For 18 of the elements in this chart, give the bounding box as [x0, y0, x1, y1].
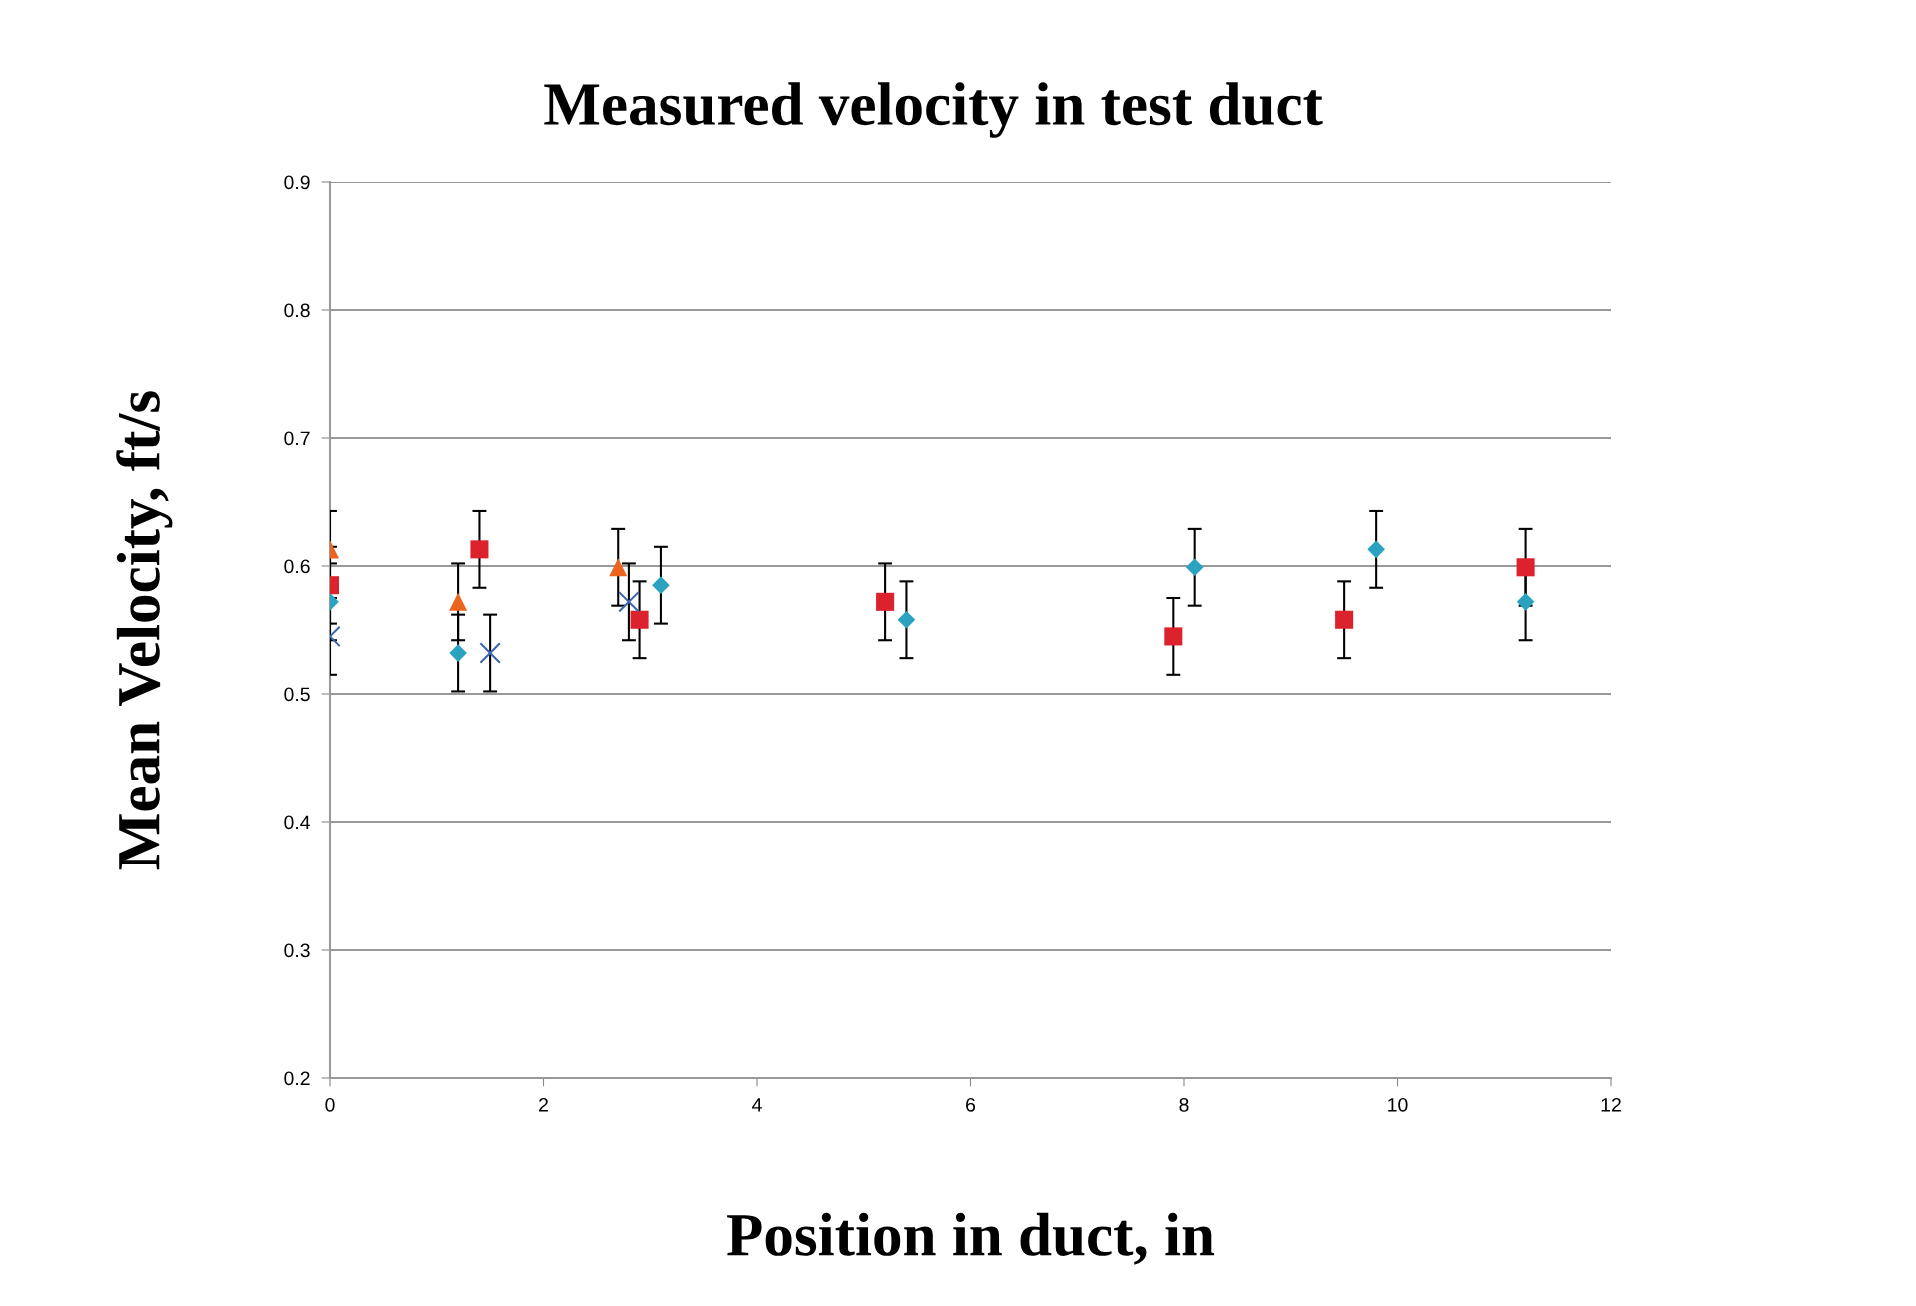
- chart-title: Measured velocity in test duct: [544, 82, 1323, 138]
- x-axis-title: Position in duct, in: [727, 1212, 1215, 1265]
- x-tick-label: 8: [1179, 1097, 1189, 1112]
- x-tick-label: 10: [1388, 1097, 1408, 1112]
- x-tick-label: 12: [1601, 1097, 1621, 1112]
- y-tick-label: 0.6: [284, 559, 310, 574]
- y-tick-label: 0.3: [284, 943, 310, 958]
- y-axis-title: Mean Velocity, ft/s: [116, 391, 173, 870]
- y-tick-label: 0.7: [284, 431, 310, 446]
- x-tick-label: 0: [325, 1097, 335, 1112]
- y-tick-label: 0.2: [284, 1071, 310, 1086]
- y-tick-label: 0.4: [284, 815, 310, 830]
- y-tick-label: 0.5: [284, 687, 310, 702]
- x-tick-label: 2: [539, 1097, 548, 1112]
- x-tick-label: 6: [966, 1097, 976, 1112]
- x-tick-label: 4: [752, 1098, 762, 1112]
- y-tick-label: 0.8: [284, 303, 310, 318]
- y-tick-label: 0.9: [284, 175, 310, 190]
